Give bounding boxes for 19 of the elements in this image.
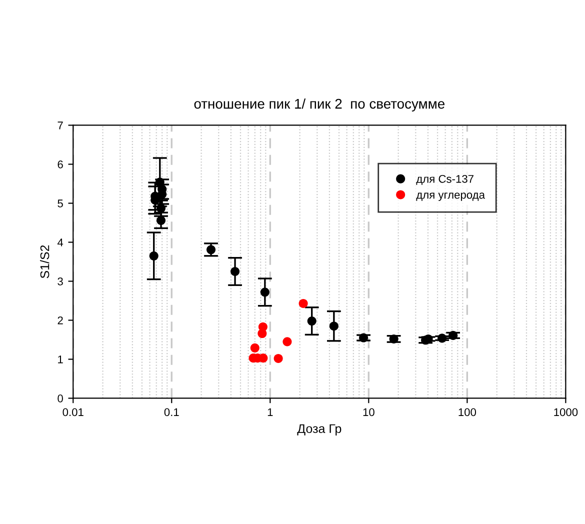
- x-tick-label: 0.01: [62, 408, 84, 416]
- x-tick-label: 0.1: [164, 408, 179, 416]
- x-tick-label: 100: [458, 408, 476, 416]
- y-tick-label: 2: [58, 316, 63, 324]
- x-tick-label: 10: [363, 408, 374, 416]
- y-tick-label: 7: [58, 122, 63, 130]
- y-tick-label: 6: [58, 160, 63, 168]
- chart-title: отношение пик 1/ пик 2 по светосумме: [194, 98, 444, 112]
- y-tick-label: 4: [57, 238, 64, 246]
- legend-label: для углерода: [416, 192, 485, 201]
- x-axis-title: Доза Гр: [297, 424, 342, 436]
- legend-label: для Cs-137: [416, 174, 474, 185]
- y-tick-label: 0: [58, 394, 63, 402]
- y-tick-label: 5: [58, 200, 63, 208]
- x-tick-label: 1: [268, 408, 273, 416]
- x-tick-label: 1000: [554, 408, 578, 416]
- y-tick-label: 1: [58, 356, 63, 364]
- y-axis-title: S1/S2: [40, 245, 50, 278]
- y-tick-label: 3: [58, 278, 63, 286]
